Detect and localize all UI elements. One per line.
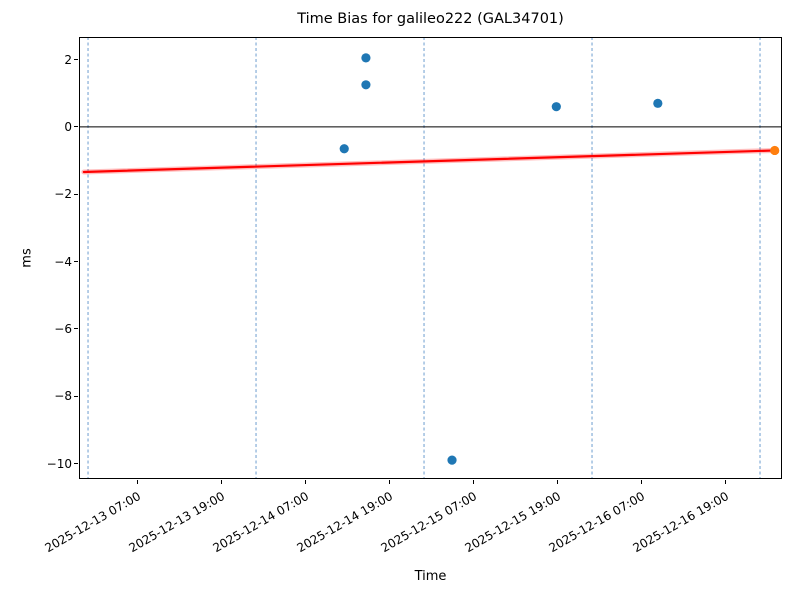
x-tick-mark [304, 480, 306, 484]
predicted-data-point [770, 145, 780, 156]
x-tick-mark [220, 480, 222, 484]
data-point [339, 144, 349, 154]
y-tick-mark [74, 59, 78, 61]
y-tick-mark [74, 126, 78, 128]
y-tick-label: −6 [54, 321, 72, 336]
y-tick-label: 0 [64, 119, 72, 134]
plot-area [79, 37, 782, 479]
x-tick-mark [640, 480, 642, 484]
y-tick-mark [74, 261, 78, 263]
x-tick-mark [472, 480, 474, 484]
y-axis-label: ms [19, 248, 35, 268]
y-tick-label: −2 [54, 187, 72, 202]
data-point [653, 98, 663, 108]
data-point [361, 80, 371, 90]
data-point [447, 455, 457, 465]
y-tick-mark [74, 463, 78, 464]
trend-line [82, 149, 776, 174]
y-tick-label: 2 [64, 52, 72, 67]
y-tick-label: −10 [46, 456, 72, 471]
data-point [361, 53, 371, 63]
data-point [551, 102, 561, 112]
y-tick-mark [74, 193, 78, 195]
y-tick-mark [74, 328, 78, 330]
chart-title: Time Bias for galileo222 (GAL34701) [297, 11, 564, 27]
x-tick-mark [724, 480, 726, 484]
plot-canvas [79, 37, 782, 479]
x-tick-mark [136, 480, 138, 484]
x-tick-mark [388, 480, 390, 484]
x-axis-label: Time [414, 569, 447, 584]
y-tick-label: −4 [54, 254, 72, 269]
axes-spines [79, 37, 782, 479]
y-tick-label: −8 [54, 389, 72, 404]
x-tick-mark [556, 480, 558, 484]
y-tick-mark [74, 395, 78, 397]
